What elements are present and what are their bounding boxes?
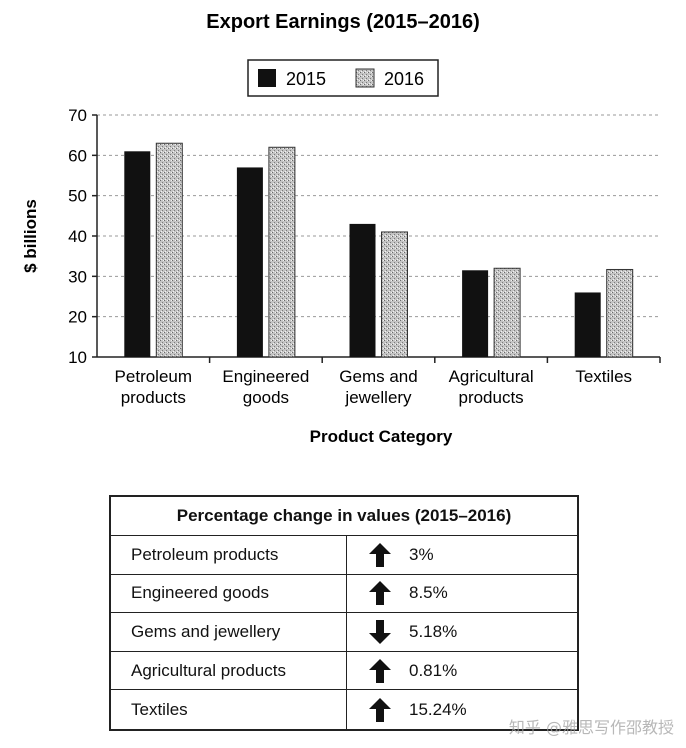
row-value: 3%: [409, 544, 434, 564]
y-tick-label: 10: [68, 348, 87, 367]
x-tick-label: Agricultural: [449, 367, 534, 386]
y-tick-label: 50: [68, 187, 87, 206]
arrow-down-icon: [369, 619, 391, 644]
bar-2016-3: [493, 267, 521, 358]
row-name: Agricultural products: [111, 651, 347, 690]
row-value-cell: 3%: [347, 536, 577, 574]
y-tick-label: 70: [68, 106, 87, 125]
y-axis-label: $ billions: [21, 199, 40, 273]
row-value-cell: 8.5%: [347, 575, 577, 613]
y-tick-label: 40: [68, 227, 87, 246]
arrow-up-icon: [369, 581, 391, 606]
bar-2015-2: [349, 223, 376, 357]
x-tick-label: Engineered: [222, 367, 309, 386]
row-name: Engineered goods: [111, 574, 347, 613]
table-row: Engineered goods 8.5%: [111, 574, 577, 614]
bar-2016-2: [381, 231, 408, 358]
table-row: Petroleum products 3%: [111, 536, 577, 575]
x-tick-label: products: [121, 388, 186, 407]
bar-2016-0: [155, 142, 183, 358]
legend-box: [247, 59, 439, 97]
row-value: 5.18%: [409, 621, 458, 641]
y-tick-label: 20: [68, 308, 87, 327]
row-value-cell: 0.81%: [347, 652, 577, 690]
row-name: Petroleum products: [111, 536, 347, 574]
legend-label-2015: 2015: [286, 69, 326, 89]
chart-title: Export Earnings (2015–2016): [206, 11, 479, 33]
arrow-up-icon: [369, 542, 391, 567]
bar-2015-3: [462, 270, 489, 357]
bar-2016-4: [606, 268, 634, 358]
row-value: 15.24%: [409, 699, 467, 719]
x-tick-label: Textiles: [575, 367, 632, 386]
bar-2015-0: [124, 151, 151, 357]
row-value-cell: 15.24%: [347, 690, 577, 729]
percentage-change-table: Percentage change in values (2015–2016) …: [109, 495, 579, 731]
arrow-up-icon: [369, 697, 391, 722]
x-axis-label: Product Category: [310, 427, 453, 446]
x-tick-label: jewellery: [344, 388, 412, 407]
bar-2015-4: [574, 292, 601, 357]
row-value: 0.81%: [409, 660, 458, 680]
bar-2015-1: [236, 167, 263, 357]
y-tick-label: 60: [68, 146, 87, 165]
legend: 2015 2016: [247, 59, 439, 97]
x-tick-label: Petroleum: [115, 367, 192, 386]
x-tick-label: Gems and: [339, 367, 417, 386]
row-name: Textiles: [111, 690, 347, 729]
legend-swatch-2016: [355, 68, 375, 88]
x-tick-label: products: [458, 388, 523, 407]
legend-label-2016: 2016: [384, 69, 424, 89]
table-row: Textiles 15.24%: [111, 690, 577, 729]
table-row: Agricultural products 0.81%: [111, 651, 577, 691]
table-row: Gems and jewellery 5.18%: [111, 613, 577, 652]
y-tick-label: 30: [68, 267, 87, 286]
bar-2016-1: [268, 146, 296, 358]
watermark: 知乎 @雅思写作邵教授: [508, 718, 674, 737]
x-tick-label: goods: [243, 388, 289, 407]
arrow-up-icon: [369, 658, 391, 683]
legend-swatch-2015: [258, 69, 276, 87]
row-value: 8.5%: [409, 583, 448, 603]
table-title: Percentage change in values (2015–2016): [111, 497, 577, 536]
row-value-cell: 5.18%: [347, 613, 577, 651]
plot-area: 10 20 30 40 50 60 70 Petroleum products Engineere…: [68, 106, 661, 407]
row-name: Gems and jewellery: [111, 613, 347, 651]
export-earnings-chart: Export Earnings (2015–2016) 2015 2016 $ …: [21, 11, 661, 446]
table-body: Petroleum products 3% Engineered goods 8.5%…: [111, 536, 577, 729]
